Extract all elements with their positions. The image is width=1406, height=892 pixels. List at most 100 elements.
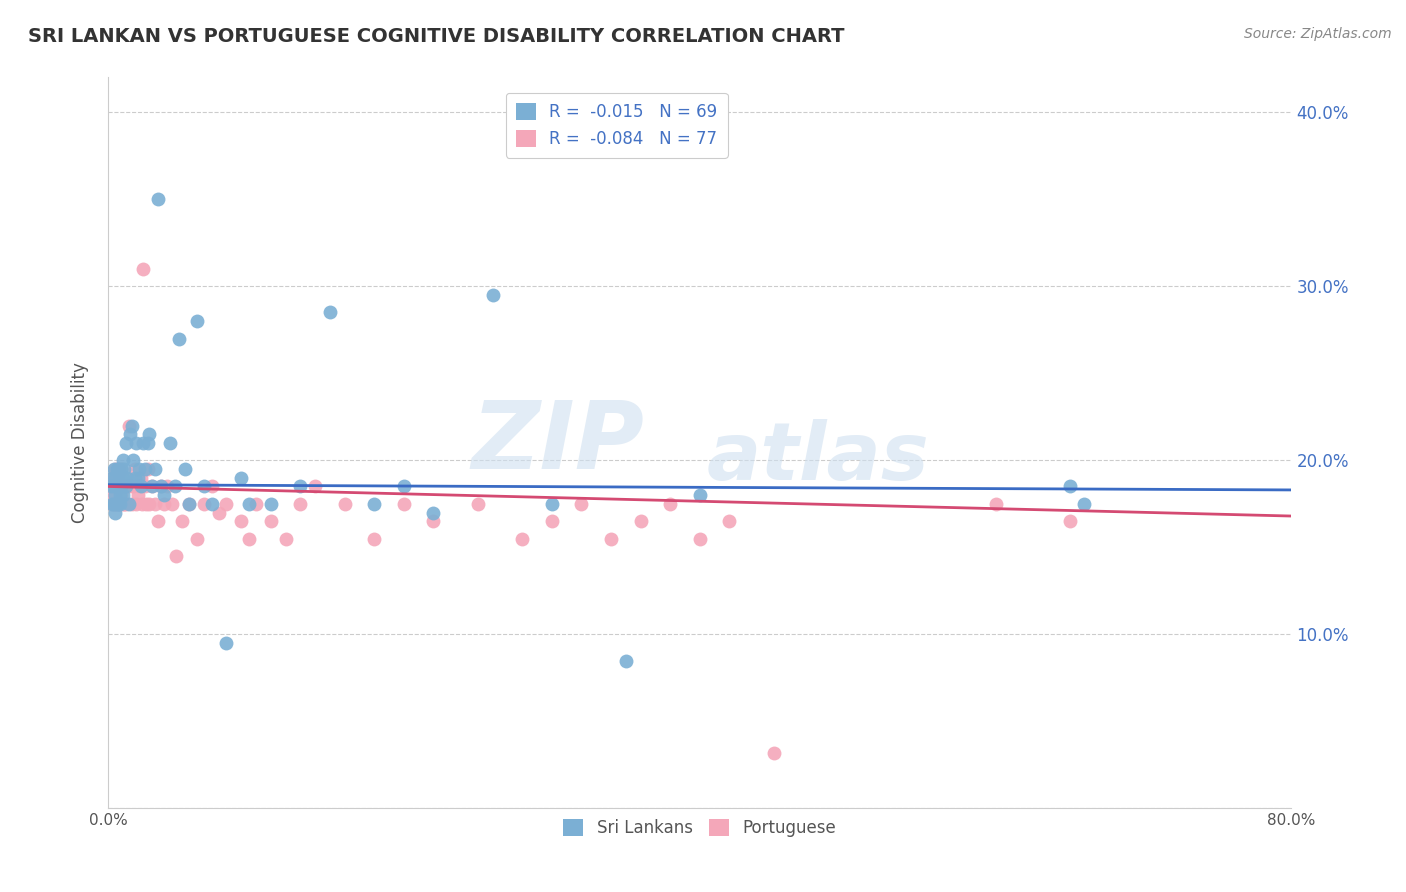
Point: [110, 479, 132, 493]
Point: [215, 636, 238, 650]
Point: [148, 192, 170, 206]
Point: [107, 462, 129, 476]
Point: [659, 497, 682, 511]
Point: [114, 497, 136, 511]
Point: [141, 479, 163, 493]
Point: [105, 471, 128, 485]
Point: [127, 471, 149, 485]
Point: [131, 497, 153, 511]
Point: [481, 288, 503, 302]
Point: [104, 479, 127, 493]
Point: [179, 497, 201, 511]
Point: [238, 532, 260, 546]
Point: [150, 479, 173, 493]
Point: [101, 497, 124, 511]
Point: [115, 471, 138, 485]
Point: [108, 471, 131, 485]
Point: [136, 436, 159, 450]
Point: [108, 479, 131, 493]
Point: [290, 479, 312, 493]
Point: [103, 479, 125, 493]
Point: [118, 418, 141, 433]
Point: [107, 479, 129, 493]
Point: [143, 462, 166, 476]
Point: [110, 462, 132, 476]
Point: [107, 497, 129, 511]
Point: [111, 497, 134, 511]
Point: [115, 479, 138, 493]
Point: [111, 488, 134, 502]
Point: [160, 497, 183, 511]
Point: [200, 497, 222, 511]
Text: SRI LANKAN VS PORTUGUESE COGNITIVE DISABILITY CORRELATION CHART: SRI LANKAN VS PORTUGUESE COGNITIVE DISAB…: [28, 27, 845, 45]
Point: [215, 497, 238, 511]
Point: [108, 488, 131, 502]
Point: [101, 471, 124, 485]
Point: [122, 479, 145, 493]
Point: [153, 497, 176, 511]
Point: [114, 479, 136, 493]
Point: [174, 462, 197, 476]
Point: [363, 497, 385, 511]
Point: [290, 497, 312, 511]
Point: [245, 497, 267, 511]
Point: [121, 497, 143, 511]
Point: [1073, 497, 1095, 511]
Text: atlas: atlas: [707, 418, 929, 497]
Text: ZIP: ZIP: [471, 397, 644, 489]
Point: [718, 514, 741, 528]
Point: [128, 462, 150, 476]
Point: [107, 462, 129, 476]
Point: [110, 462, 132, 476]
Point: [101, 497, 124, 511]
Point: [112, 462, 135, 476]
Point: [1059, 479, 1081, 493]
Point: [274, 532, 297, 546]
Y-axis label: Cognitive Disability: Cognitive Disability: [72, 362, 89, 524]
Point: [118, 497, 141, 511]
Point: [1059, 514, 1081, 528]
Point: [138, 427, 160, 442]
Point: [132, 261, 155, 276]
Point: [141, 479, 163, 493]
Point: [128, 479, 150, 493]
Point: [422, 506, 444, 520]
Point: [143, 497, 166, 511]
Point: [153, 488, 176, 502]
Point: [104, 488, 127, 502]
Point: [540, 497, 562, 511]
Point: [132, 436, 155, 450]
Point: [392, 497, 415, 511]
Point: [148, 514, 170, 528]
Point: [124, 471, 146, 485]
Point: [127, 488, 149, 502]
Point: [138, 497, 160, 511]
Point: [103, 497, 125, 511]
Point: [392, 479, 415, 493]
Point: [540, 514, 562, 528]
Point: [167, 331, 190, 345]
Point: [104, 471, 127, 485]
Point: [103, 497, 125, 511]
Point: [208, 506, 231, 520]
Point: [110, 488, 132, 502]
Point: [170, 514, 193, 528]
Point: [200, 479, 222, 493]
Point: [422, 514, 444, 528]
Point: [108, 497, 131, 511]
Point: [101, 471, 124, 485]
Point: [231, 471, 253, 485]
Point: [100, 479, 122, 493]
Point: [103, 488, 125, 502]
Point: [125, 497, 148, 511]
Point: [103, 479, 125, 493]
Point: [689, 532, 711, 546]
Point: [111, 471, 134, 485]
Point: [193, 479, 215, 493]
Point: [630, 514, 652, 528]
Point: [510, 532, 533, 546]
Point: [231, 514, 253, 528]
Point: [104, 506, 127, 520]
Point: [108, 497, 131, 511]
Point: [104, 462, 127, 476]
